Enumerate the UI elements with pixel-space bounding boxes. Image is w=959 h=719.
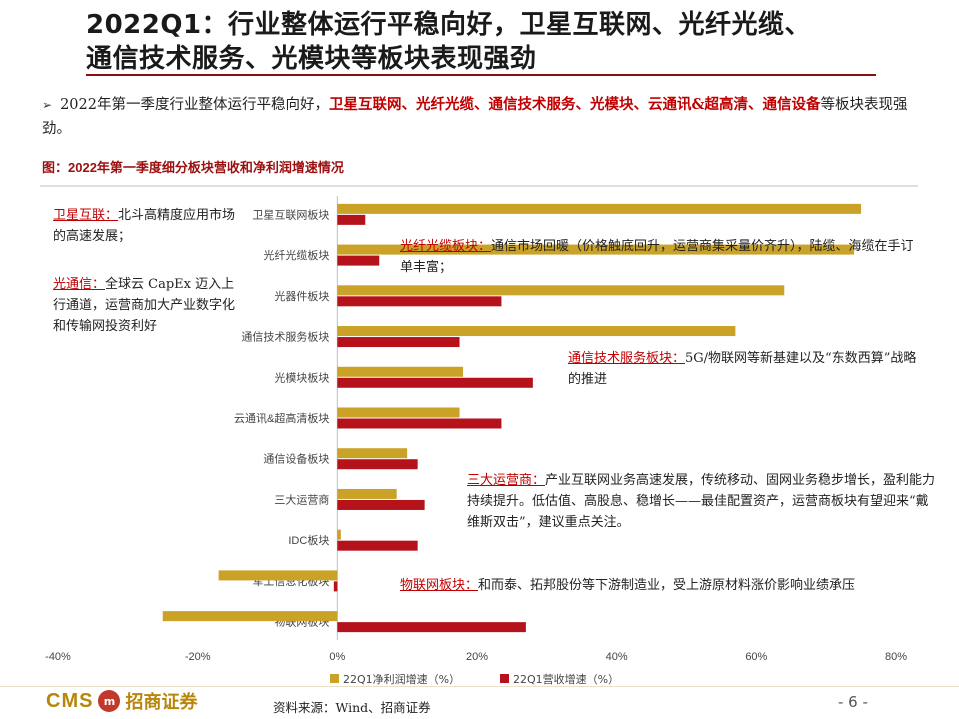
bar-profit — [337, 244, 855, 255]
title-underline — [86, 74, 876, 76]
bar-profit — [218, 570, 338, 581]
x-tick-label: 40% — [606, 651, 628, 663]
annotation-text: 产业互联网业务高速发展，传统移动、固网业务稳步增长，盈利能力持续提升。低估值、高… — [467, 473, 936, 530]
bar-profit — [337, 448, 408, 459]
annotation-text: 北斗高精度应用市场的高速发展； — [53, 208, 236, 244]
bar-revenue — [337, 296, 502, 307]
bar-revenue — [337, 459, 418, 470]
annotation-tech-service: 通信技术服务板块：5G/物联网等新基建以及“东数西算”战略的推进 — [568, 348, 923, 390]
legend-label: 22Q1营收增速（%） — [513, 672, 619, 686]
source-note: 资料来源：Wind、招商证券 — [273, 700, 431, 715]
bar-revenue — [337, 214, 366, 225]
annotation-fiber-cable: 光纤光缆板块：通信市场回暖（价格触底回升，运营商集采量价齐升），陆缆、海缆在手订… — [400, 236, 925, 278]
category-label: 光器件板块 — [274, 289, 329, 303]
category-label: IDC板块 — [288, 533, 329, 547]
annotation-text: 通信市场回暖（价格触底回升，运营商集采量价齐升），陆缆、海缆在手订单丰富； — [400, 239, 914, 275]
annotation-text: 5G/物联网等新基建以及“东数西算”战略的推进 — [568, 351, 917, 387]
bar-profit — [337, 529, 341, 540]
category-label: 云通讯&超高清板块 — [234, 411, 329, 425]
legend-swatch — [500, 674, 509, 683]
legend-label: 22Q1净利润增速（%） — [343, 672, 460, 686]
legend-swatch — [330, 674, 339, 683]
x-tick-label: -40% — [45, 651, 71, 663]
annotation-lead: 光通信： — [53, 277, 106, 292]
x-tick-label: -20% — [185, 651, 211, 663]
summary-bullet: ➢ 2022年第一季度行业整体运行平稳向好，卫星互联网、光纤光缆、通信技术服务、光… — [42, 93, 922, 141]
bar-profit — [337, 407, 460, 418]
category-label: 光模块板块 — [274, 370, 329, 384]
x-tick-label: 80% — [885, 651, 907, 663]
bar-revenue — [337, 377, 533, 388]
annotation-lead: 卫星互联： — [53, 208, 119, 223]
bullet-prefix: 2022年第一季度行业整体运行平稳向好， — [60, 97, 329, 113]
category-label: 光纤光缆板块 — [263, 248, 329, 262]
bar-revenue — [333, 581, 338, 592]
annotation-operators: 三大运营商：产业互联网业务高速发展，传统移动、固网业务稳步增长，盈利能力持续提升… — [467, 470, 937, 533]
x-tick-label: 60% — [745, 651, 767, 663]
annotation-optical: 光通信：全球云 CapEx 迈入上行通道，运营商加大产业数字化和传输网投资利好 — [53, 274, 243, 337]
bar-revenue — [337, 418, 502, 429]
annotation-lead: 物联网板块： — [400, 578, 479, 593]
logo-company-name: 招商证券 — [125, 692, 198, 713]
bar-profit — [337, 366, 464, 377]
bar-profit — [337, 488, 397, 499]
bar-profit — [337, 285, 785, 296]
category-label: 卫星互联网板块 — [252, 207, 329, 221]
logo-cms-text: CMS — [46, 689, 94, 712]
annotation-satellite: 卫星互联：北斗高精度应用市场的高速发展； — [53, 205, 243, 247]
figure-caption: 图：2022年第一季度细分板块营收和净利润增速情况 — [42, 160, 344, 175]
bullet-suffix: 等板块表现强劲。 — [42, 97, 908, 137]
logo-mark-icon: m — [98, 690, 121, 712]
footer-rule — [0, 686, 959, 687]
bar-profit — [337, 203, 862, 214]
x-tick-label: 20% — [466, 651, 488, 663]
page-title-line-2: 通信技术服务、光模块等板块表现强劲 — [86, 44, 537, 74]
annotation-text: 全球云 CapEx 迈入上行通道，运营商加大产业数字化和传输网投资利好 — [53, 277, 236, 334]
annotation-lead: 通信技术服务板块： — [568, 351, 686, 366]
bar-revenue — [337, 337, 460, 348]
bar-revenue — [337, 622, 526, 633]
annotation-text: 和而泰、拓邦股份等下游制造业，受上游原材料涨价影响业绩承压 — [478, 578, 856, 593]
bar-revenue — [337, 255, 380, 266]
category-label: 三大运营商 — [274, 492, 329, 506]
page-number: - 6 - — [838, 693, 868, 711]
annotation-iot: 物联网板块：和而泰、拓邦股份等下游制造业，受上游原材料涨价影响业绩承压 — [400, 575, 920, 596]
company-logo: CMS m 招商证券 — [46, 688, 197, 714]
bullet-arrow-icon: ➢ — [42, 98, 53, 112]
bar-revenue — [337, 540, 418, 551]
page-title-line-1: 2022Q1：行业整体运行平稳向好，卫星互联网、光纤光缆、 — [86, 10, 812, 40]
annotation-lead: 三大运营商： — [467, 473, 546, 488]
x-tick-label: 0% — [329, 651, 345, 663]
bullet-highlight: 卫星互联网、光纤光缆、通信技术服务、光模块、云通讯&超高清、通信设备 — [328, 96, 821, 113]
annotation-lead: 光纤光缆板块： — [400, 239, 492, 254]
category-label: 通信设备板块 — [263, 452, 329, 466]
bar-profit — [162, 611, 338, 622]
category-label: 通信技术服务板块 — [241, 330, 329, 344]
bar-profit — [337, 326, 736, 337]
bar-revenue — [337, 499, 425, 510]
